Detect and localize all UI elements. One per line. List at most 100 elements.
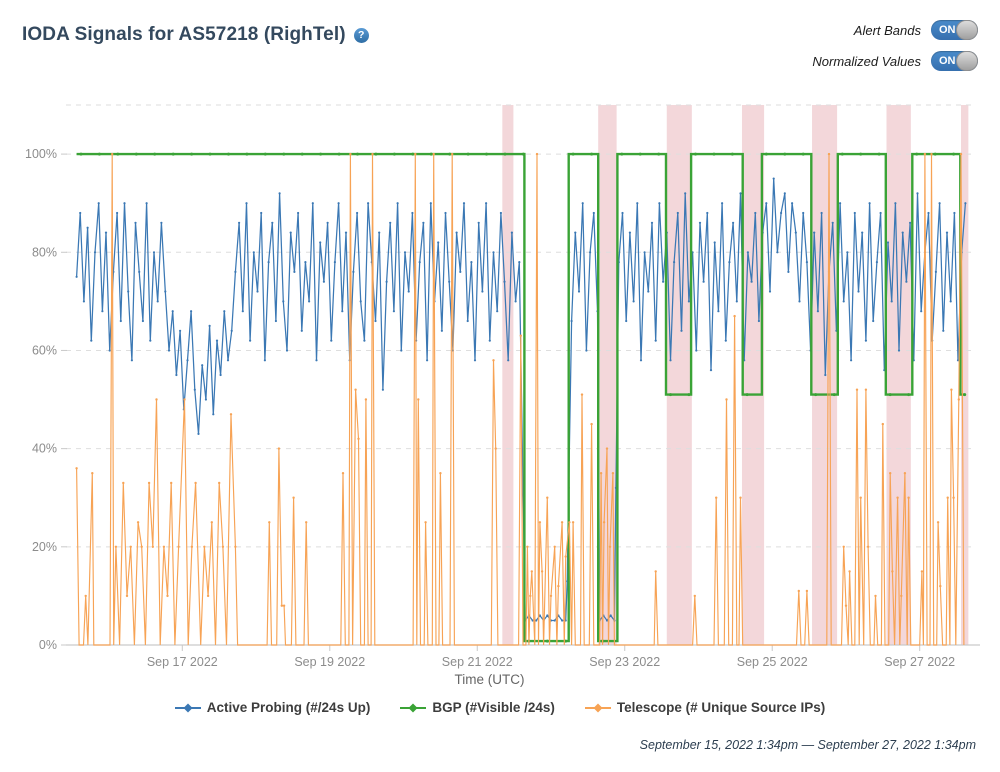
active-probing-point (108, 349, 111, 352)
active-probing-point (546, 614, 549, 617)
telescope-point (568, 521, 571, 524)
normalized-values-toggle[interactable]: ON (931, 51, 978, 71)
telescope-point (140, 545, 143, 548)
active-probing-point (765, 202, 768, 205)
telescope-point (889, 472, 892, 475)
telescope-point (693, 594, 696, 598)
page-title: IODA Signals for AS57218 (RighTel) (22, 24, 346, 45)
telescope-point (451, 152, 454, 156)
active-probing-point (592, 211, 595, 215)
active-probing-point (367, 202, 370, 205)
bgp-point (933, 152, 937, 156)
active-probing-point (175, 373, 178, 377)
active-probing-point (717, 310, 720, 313)
active-probing-point (201, 364, 204, 367)
telescope-point (844, 604, 848, 607)
active-probing-point (942, 329, 945, 332)
telescope-point (229, 413, 233, 416)
telescope-point (494, 447, 497, 450)
telescope-point (183, 398, 186, 401)
alert-bands-toggle[interactable]: ON (931, 20, 978, 40)
telescope-point (414, 152, 417, 156)
telescope-point (891, 570, 894, 573)
telescope-point (277, 447, 281, 450)
active-probing-point (418, 261, 421, 264)
active-probing-point (802, 211, 805, 215)
telescope-point (957, 398, 960, 401)
active-probing-point (422, 221, 425, 224)
telescope-point (530, 570, 533, 573)
bgp-point (356, 152, 359, 156)
y-axis-label: 60% (32, 343, 57, 357)
bgp-point (411, 152, 415, 156)
signals-chart-plot[interactable]: 0% 20% 40% 60% 80% 100% Sep 17 2022 Sep 19 2022… (0, 78, 1000, 688)
telescope-point (608, 545, 612, 548)
active-probing-point (459, 270, 462, 273)
active-probing-point (400, 349, 403, 352)
telescope-point (170, 481, 173, 485)
alert-band (960, 105, 969, 645)
active-probing-point (787, 270, 790, 273)
active-probing-point (97, 202, 100, 205)
active-probing-point (300, 329, 303, 332)
telescope-point (162, 545, 166, 548)
active-probing-point (750, 280, 753, 283)
alert-bands-toggle-knob[interactable] (956, 20, 978, 40)
bgp-point (687, 393, 691, 397)
bgp-point (571, 152, 575, 156)
bgp-point (448, 152, 452, 156)
active-probing-point (359, 300, 362, 303)
telescope-point (354, 388, 357, 391)
legend-item-telescope[interactable]: Telescope (# Unique Source IPs) (584, 700, 825, 715)
active-probing-point (396, 202, 399, 205)
telescope-point (864, 388, 868, 391)
active-probing-point (127, 290, 130, 293)
active-probing-point (698, 221, 702, 224)
active-probing-point (894, 202, 897, 205)
normalized-values-toggle-knob[interactable] (956, 51, 978, 71)
active-probing-point (311, 202, 314, 205)
active-probing-point (684, 192, 687, 195)
active-probing-point (437, 241, 440, 244)
telescope-point (602, 521, 606, 524)
active-probing-point (496, 310, 499, 313)
active-probing-point (90, 339, 93, 342)
telescope-point (432, 152, 435, 156)
active-probing-point (190, 310, 193, 313)
legend-item-bgp[interactable]: BGP (#Visible /24s) (400, 700, 555, 715)
telescope-point (280, 604, 283, 607)
telescope-point (268, 521, 271, 524)
active-probing-point (831, 221, 834, 224)
active-probing-point (141, 319, 144, 323)
bgp-series (76, 152, 966, 643)
active-probing-point (212, 413, 215, 416)
telescope-point (540, 570, 544, 573)
telescope-point (538, 521, 542, 524)
telescope-point (866, 545, 870, 548)
active-probing-point (628, 231, 632, 234)
bgp-point (657, 152, 661, 156)
active-probing-point (492, 251, 495, 254)
active-probing-point (293, 270, 296, 273)
active-probing-point (721, 202, 724, 205)
telescope-point (725, 398, 728, 401)
help-icon[interactable]: ? (353, 27, 369, 43)
telescope-point (364, 398, 368, 401)
active-probing-point (864, 339, 868, 342)
active-probing-point (282, 300, 285, 303)
active-probing-point (403, 251, 407, 254)
active-probing-point (901, 231, 904, 234)
active-probing-point (256, 290, 259, 293)
bgp-point (319, 152, 323, 156)
active-probing-point (574, 231, 577, 234)
telescope-point (535, 152, 539, 156)
active-probing-point (695, 349, 698, 352)
active-probing-point (514, 300, 517, 303)
legend-item-active-probing[interactable]: Active Probing (#/24s Up) (174, 700, 370, 715)
active-probing-point (794, 231, 797, 234)
active-probing-point (956, 359, 960, 362)
alert-band (741, 105, 765, 645)
active-probing-point (392, 310, 395, 313)
bgp-point (832, 393, 836, 397)
telescope-point (939, 584, 942, 588)
